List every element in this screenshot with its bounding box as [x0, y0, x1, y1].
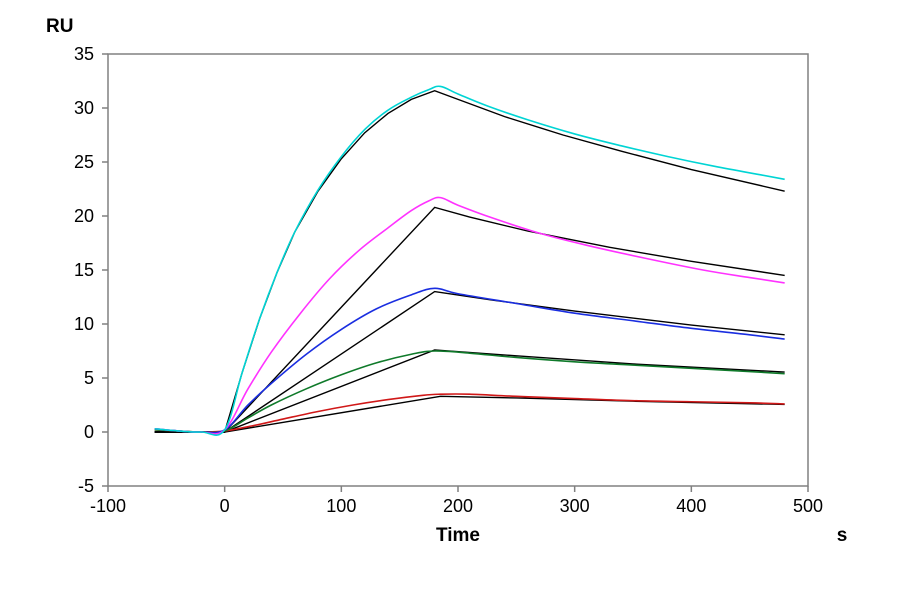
x-tick-label: 100: [326, 496, 356, 516]
y-tick-label: 35: [74, 44, 94, 64]
x-tick-label: 0: [220, 496, 230, 516]
x-tick-label: 500: [793, 496, 823, 516]
y-tick-label: 5: [84, 368, 94, 388]
y-tick-label: 0: [84, 422, 94, 442]
chart-svg: -100 0 100 200 300 400 500 -5 0 5 10 15 20 25 30 35RU Ti…: [0, 0, 900, 600]
y-tick-label: -5: [78, 476, 94, 496]
y-axis-title: RU: [46, 16, 73, 37]
x-tick-label: -100: [90, 496, 126, 516]
sensorgram-chart: -100 0 100 200 300 400 500 -5 0 5 10 15 20 25 30 35RU Ti…: [0, 0, 900, 600]
x-tick-label: 400: [676, 496, 706, 516]
y-tick-label: 10: [74, 314, 94, 334]
y-tick-label: 20: [74, 206, 94, 226]
y-tick-label: 25: [74, 152, 94, 172]
x-tick-label: 200: [443, 496, 473, 516]
x-axis-title: Time: [436, 525, 480, 546]
x-tick-label: 300: [560, 496, 590, 516]
y-tick-label: 30: [74, 98, 94, 118]
y-tick-label: 15: [74, 260, 94, 280]
x-unit-label: s: [837, 525, 848, 546]
